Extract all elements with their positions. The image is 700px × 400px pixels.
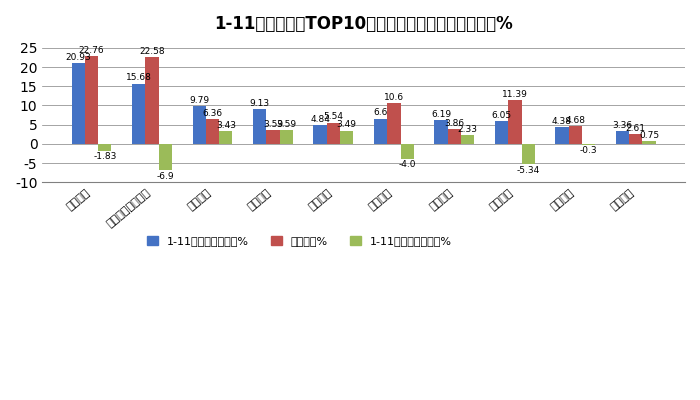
Bar — [98, 144, 111, 151]
Text: 10.6: 10.6 — [384, 93, 404, 102]
Bar — [435, 120, 448, 144]
Text: 6.05: 6.05 — [491, 110, 512, 120]
Text: 22.58: 22.58 — [139, 47, 164, 56]
Text: 11.39: 11.39 — [502, 90, 528, 99]
Text: -5.34: -5.34 — [517, 166, 540, 175]
Text: 4.68: 4.68 — [566, 116, 585, 125]
Text: 5.54: 5.54 — [323, 112, 344, 122]
Text: 9.13: 9.13 — [250, 99, 270, 108]
Bar — [132, 84, 146, 144]
Bar — [387, 103, 400, 144]
Text: 2.33: 2.33 — [458, 125, 477, 134]
Text: 15.68: 15.68 — [126, 74, 152, 82]
Text: -1.83: -1.83 — [93, 152, 116, 161]
Text: 0.75: 0.75 — [639, 131, 659, 140]
Bar — [461, 135, 475, 144]
Bar — [266, 130, 279, 144]
Text: 6.36: 6.36 — [202, 109, 223, 118]
Text: 6.19: 6.19 — [431, 110, 452, 119]
Text: -4.0: -4.0 — [398, 160, 416, 170]
Text: 20.93: 20.93 — [65, 53, 91, 62]
Bar — [146, 57, 159, 144]
Bar — [314, 125, 327, 144]
Bar — [327, 123, 340, 144]
Title: 1-11月换电重卡TOP10企业市场占比及占比同比增减%: 1-11月换电重卡TOP10企业市场占比及占比同比增减% — [214, 15, 513, 33]
Legend: 1-11月累计市场份额%, 同期份额%, 1-11月份额同比增减%: 1-11月累计市场份额%, 同期份额%, 1-11月份额同比增减% — [142, 232, 456, 251]
Text: 3.86: 3.86 — [444, 119, 465, 128]
Text: 9.79: 9.79 — [189, 96, 209, 105]
Bar — [71, 64, 85, 144]
Bar — [193, 106, 206, 144]
Text: 4.38: 4.38 — [552, 117, 572, 126]
Text: 3.59: 3.59 — [276, 120, 296, 129]
Bar — [495, 121, 508, 144]
Bar — [219, 131, 232, 144]
Text: -0.3: -0.3 — [580, 146, 598, 155]
Bar — [279, 130, 293, 144]
Text: 3.49: 3.49 — [337, 120, 357, 129]
Text: 3.43: 3.43 — [216, 120, 236, 130]
Bar — [340, 130, 354, 144]
Text: 4.84: 4.84 — [310, 115, 330, 124]
Bar — [616, 131, 629, 144]
Bar — [448, 129, 461, 144]
Bar — [522, 144, 535, 164]
Text: 2.61: 2.61 — [626, 124, 646, 133]
Bar — [206, 120, 219, 144]
Bar — [629, 134, 643, 144]
Bar — [253, 109, 266, 144]
Bar — [508, 100, 522, 144]
Text: 3.59: 3.59 — [263, 120, 283, 129]
Bar — [85, 56, 98, 144]
Text: 6.6: 6.6 — [373, 108, 388, 118]
Bar — [159, 144, 172, 170]
Bar — [568, 126, 582, 144]
Bar — [374, 118, 387, 144]
Bar — [555, 127, 568, 144]
Text: 22.76: 22.76 — [78, 46, 104, 55]
Bar — [400, 144, 414, 159]
Text: 3.36: 3.36 — [612, 121, 633, 130]
Bar — [643, 141, 656, 144]
Text: -6.9: -6.9 — [157, 172, 174, 181]
Bar — [582, 144, 595, 145]
